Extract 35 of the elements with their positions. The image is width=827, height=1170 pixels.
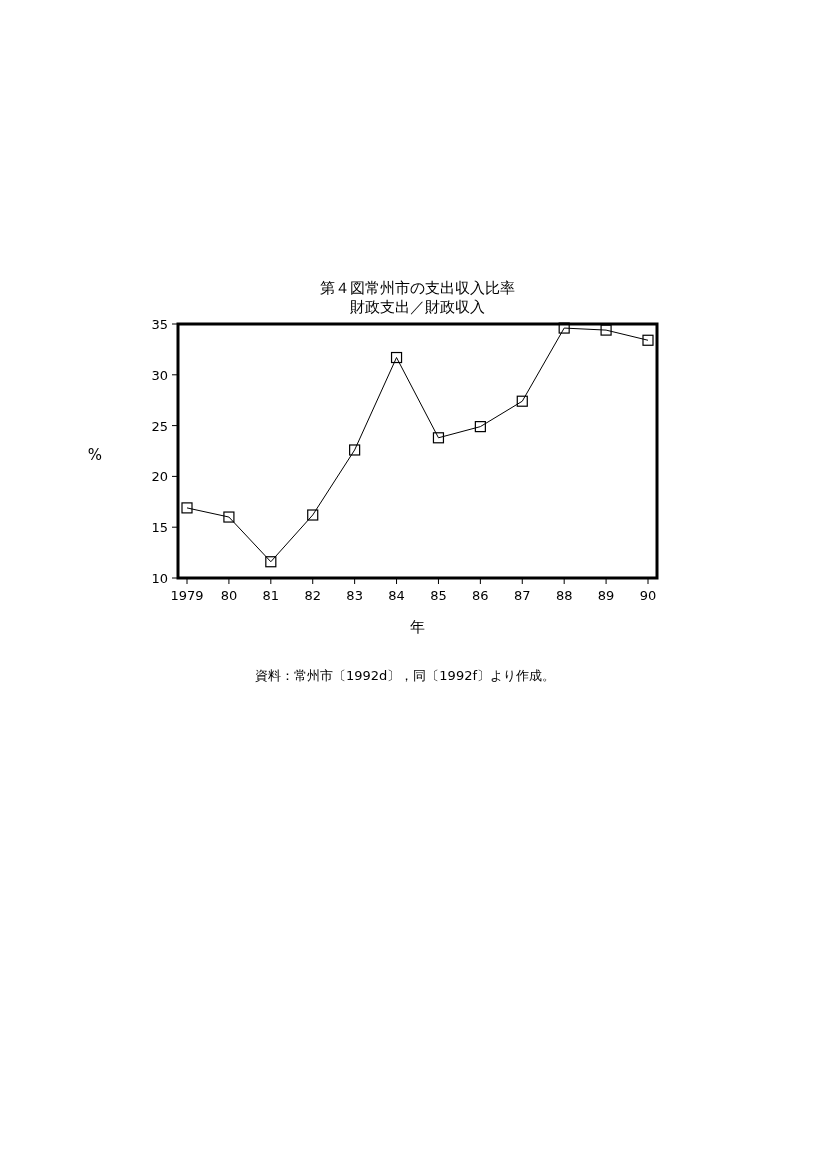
point [223,511,235,523]
x-tick-label: 81 [262,588,280,603]
y-tick-label: 20 [151,469,168,485]
point [558,322,570,334]
point [181,502,193,514]
x-tick-label: 88 [555,588,573,603]
y-tick-label: 25 [151,418,168,434]
y-axis-title: % [87,446,103,464]
point [390,351,403,364]
point [265,556,277,568]
chart-subtitle: 財政支出／財政収入 [350,298,485,316]
point [516,395,528,407]
x-tick-label: 84 [388,588,405,603]
y-tick-label: 10 [151,571,168,586]
x-tick-label: 85 [430,588,447,603]
x-tick-label: 83 [346,588,363,603]
x-tick-label: 89 [597,588,615,603]
y-tick-label: 30 [151,367,168,383]
x-axis-title: 年 [410,618,425,636]
point [307,509,319,521]
x-tick-label: 90 [639,588,657,603]
point [349,444,361,456]
x-tick-label: 80 [220,588,238,603]
x-tick-label: 86 [472,588,489,603]
x-tick-label: 82 [304,588,321,603]
y-tick-label: 15 [151,520,168,536]
point [474,421,486,433]
point [432,432,445,444]
point [600,324,612,336]
text: 資料：常州市〔1992d〕，同〔1992f〕より作成。 [255,668,555,683]
chart-title: 第４図常州市の支出収入比率 [320,279,515,297]
y-tick-label: 35 [151,317,168,332]
x-tick-label: 1979 [170,588,204,603]
point [642,334,654,346]
x-tick-label: 87 [514,588,531,603]
